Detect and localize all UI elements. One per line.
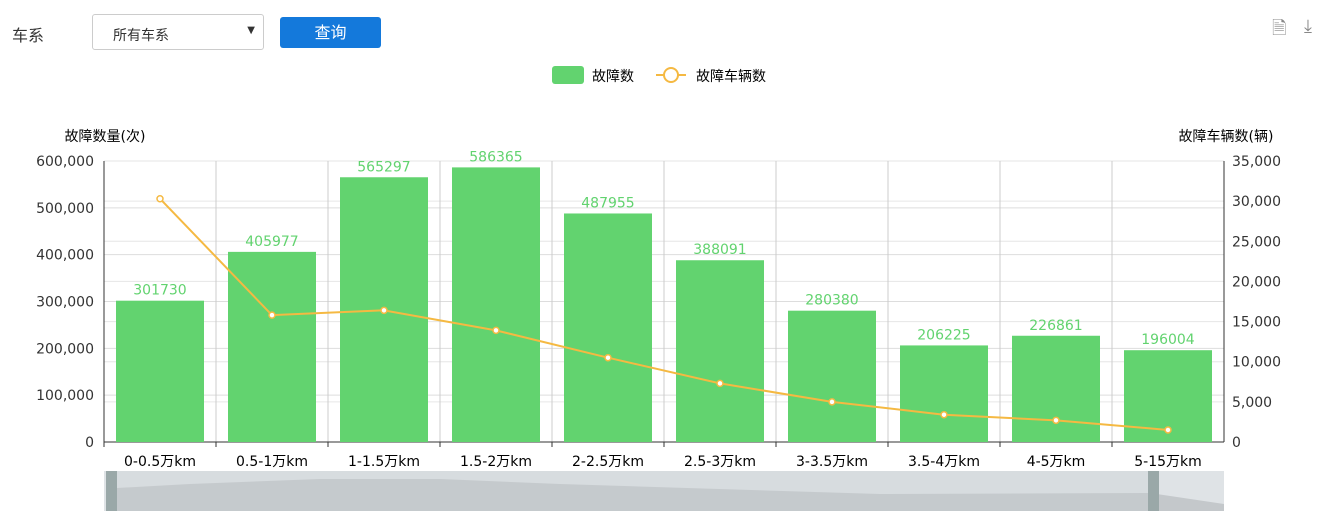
- bar[interactable]: [676, 260, 764, 442]
- data-zoom-window[interactable]: [117, 471, 1157, 511]
- bar[interactable]: [1012, 335, 1100, 442]
- bar[interactable]: [900, 345, 988, 442]
- y-tick-label: 600,000: [36, 154, 94, 170]
- line-point[interactable]: [268, 311, 276, 319]
- bar-data-label: 388091: [693, 242, 746, 258]
- x-tick-label: 1-1.5万km: [348, 454, 420, 470]
- y-tick-label: 300,000: [36, 295, 94, 311]
- x-tick-label: 4-5万km: [1027, 454, 1086, 470]
- bar[interactable]: [228, 251, 316, 442]
- x-tick-label: 2.5-3万km: [684, 454, 756, 470]
- bar-data-label: 565297: [357, 159, 410, 175]
- y-right-tick-label: 25,000: [1232, 234, 1281, 250]
- data-zoom-handle-right[interactable]: [1148, 471, 1159, 511]
- bar-data-label: 226861: [1029, 318, 1082, 334]
- line-point[interactable]: [492, 326, 500, 335]
- x-tick-label: 1.5-2万km: [460, 454, 532, 470]
- series-select[interactable]: 所有车系 ▼: [92, 14, 264, 50]
- line-point[interactable]: [940, 410, 948, 419]
- data-zoom-handle-left[interactable]: [106, 471, 117, 511]
- y-right-tick-label: 15,000: [1232, 315, 1281, 331]
- y-axis-title: 故障数量(次): [65, 129, 146, 145]
- bar[interactable]: [452, 167, 540, 442]
- y-right-tick-label: 30,000: [1232, 194, 1281, 210]
- bar-data-label: 487955: [581, 195, 634, 211]
- x-tick-label: 0.5-1万km: [236, 454, 308, 470]
- y-right-tick-label: 0: [1232, 435, 1241, 451]
- download-icon[interactable]: ⤓: [1304, 16, 1312, 37]
- data-zoom-shadow: [117, 479, 1224, 511]
- query-button[interactable]: 查询: [280, 17, 381, 48]
- bar-data-label: 280380: [805, 293, 858, 309]
- series-filter-label: 车系: [12, 26, 45, 45]
- y-right-tick-label: 5,000: [1232, 395, 1272, 411]
- bar-data-label: 301730: [133, 283, 186, 299]
- legend-bar-label: 故障数: [592, 69, 634, 85]
- line-series: [159, 198, 1169, 431]
- line-point[interactable]: [156, 194, 164, 203]
- y-tick-label: 100,000: [36, 388, 94, 404]
- bar-data-label: 405977: [245, 234, 298, 250]
- bar[interactable]: [116, 300, 204, 442]
- line-point[interactable]: [1052, 416, 1060, 425]
- chevron-down-icon: ▼: [247, 25, 255, 36]
- line-point[interactable]: [604, 353, 612, 362]
- line-point[interactable]: [828, 398, 836, 406]
- bar-data-label: 206225: [917, 327, 970, 343]
- bar[interactable]: [564, 213, 652, 442]
- y-right-tick-label: 20,000: [1232, 274, 1281, 290]
- line-point[interactable]: [716, 379, 724, 388]
- legend-line-marker: [663, 67, 679, 83]
- bar-data-label: 196004: [1141, 332, 1195, 348]
- legend-line-label: 故障车辆数: [696, 68, 766, 85]
- x-tick-label: 3.5-4万km: [908, 454, 980, 470]
- y-tick-label: 500,000: [36, 201, 94, 217]
- y-right-axis-title: 故障车辆数(辆): [1179, 128, 1274, 145]
- x-tick-label: 2-2.5万km: [572, 454, 644, 470]
- data-view-icon[interactable]: 🗎: [1272, 18, 1287, 39]
- y-right-tick-label: 10,000: [1232, 355, 1281, 371]
- legend-bar-swatch[interactable]: [552, 66, 584, 84]
- y-right-tick-label: 35,000: [1232, 154, 1281, 170]
- y-tick-label: 400,000: [36, 248, 94, 264]
- x-tick-label: 5-15万km: [1134, 454, 1202, 470]
- y-tick-label: 200,000: [36, 341, 94, 357]
- y-tick-label: 0: [85, 435, 94, 451]
- x-tick-label: 0-0.5万km: [124, 454, 196, 470]
- line-point[interactable]: [1164, 426, 1172, 434]
- series-select-value: 所有车系: [113, 28, 169, 44]
- bar[interactable]: [788, 310, 876, 442]
- line-point[interactable]: [380, 306, 388, 315]
- x-tick-label: 3-3.5万km: [796, 454, 868, 470]
- bar-data-label: 586365: [469, 149, 522, 165]
